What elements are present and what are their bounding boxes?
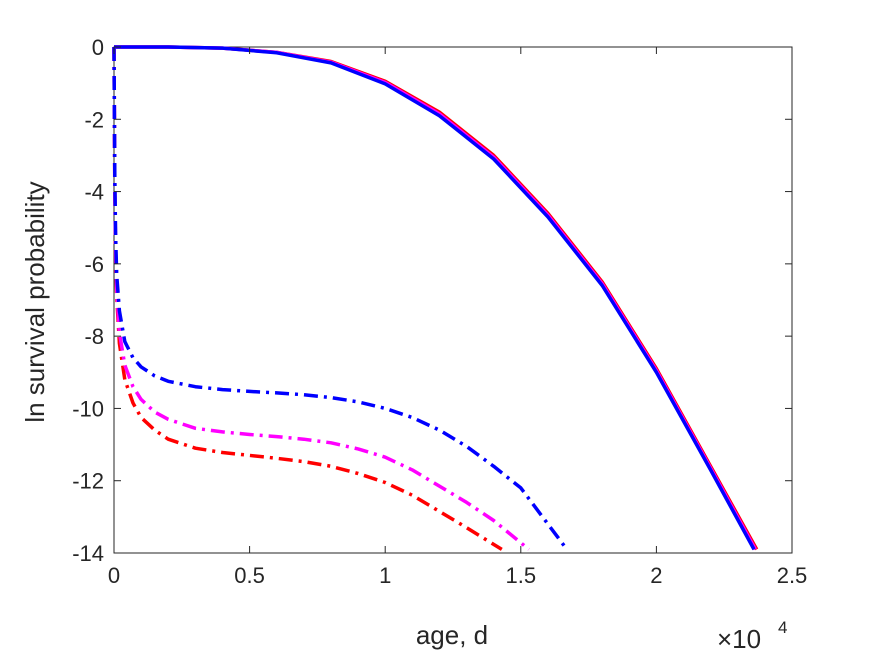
y-axis-ticks: 0 -2 -4 -6 -8 -10 -12 -14 [72,35,792,566]
x-axis-exponent-power: 4 [778,618,787,637]
y-tick-label: -6 [84,252,104,277]
y-axis-label: ln survival probability [20,181,50,422]
x-tick-label: 1 [379,563,391,588]
x-axis-label: age, d [416,620,488,650]
series-layer [112,45,759,551]
plot-area [113,46,793,554]
y-tick-label: -14 [72,541,104,566]
y-tick-label: -12 [72,469,104,494]
series-line-6 [112,46,566,547]
x-axis-ticks: 0 0.5 1 1.5 2 2.5 [108,47,807,588]
y-tick-label: -4 [84,180,104,205]
y-tick-label: 0 [92,35,104,60]
x-tick-label: 0.5 [234,563,265,588]
y-tick-label: -10 [72,396,104,421]
x-axis-exponent-base: ×10 [717,624,761,654]
x-tick-label: 1.5 [506,563,537,588]
series-line-3 [114,45,756,551]
x-tick-label: 2 [650,563,662,588]
y-tick-label: -2 [84,107,104,132]
plot-frame [113,46,793,554]
y-tick-label: -8 [84,324,104,349]
x-tick-label: 0 [108,563,120,588]
series-line-5 [112,46,531,551]
x-tick-label: 2.5 [777,563,808,588]
